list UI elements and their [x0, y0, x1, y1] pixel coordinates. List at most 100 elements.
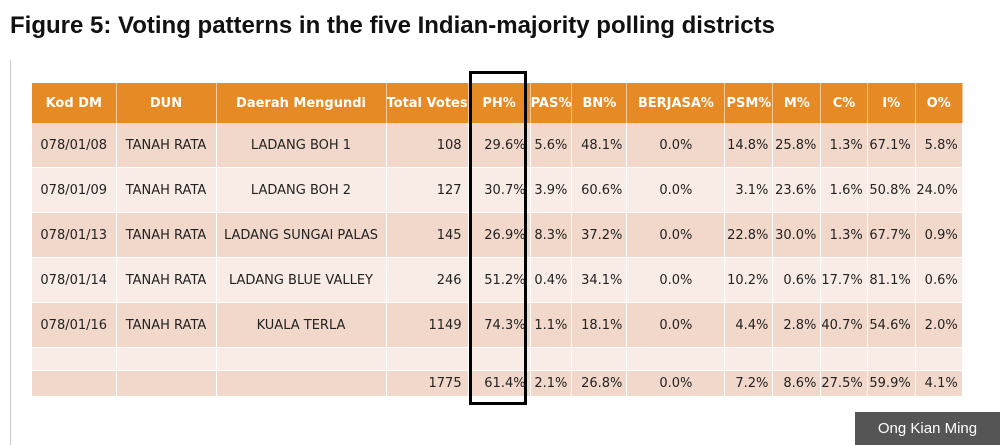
cell-i: 81.1%: [867, 257, 916, 303]
cell-total-votes: 108: [386, 123, 469, 168]
cell-ph: 51.2%: [468, 257, 531, 303]
header-daerah-mengundi: Daerah Mengundi: [216, 83, 387, 123]
cell-daerah: KUALA TERLA: [216, 302, 387, 348]
cell-kod-dm: 078/01/08: [32, 123, 117, 168]
cell-o: 0.6%: [915, 257, 963, 303]
header-dun: DUN: [116, 83, 217, 123]
cell-c: 1.6%: [820, 167, 868, 213]
cell-pas: 0.4%: [530, 257, 573, 303]
cell-bn: 37.2%: [571, 212, 628, 258]
cell-total-votes: 1149: [386, 302, 469, 348]
cell-o: 24.0%: [915, 167, 963, 213]
cell-m: 8.6%: [772, 370, 822, 397]
cell-bn: 48.1%: [571, 123, 628, 168]
cell-pas: 8.3%: [530, 212, 573, 258]
cell-bn: 60.6%: [571, 167, 628, 213]
cell-dun: TANAH RATA: [116, 123, 217, 168]
cell-c: 27.5%: [820, 370, 868, 397]
cell-daerah: LADANG BOH 2: [216, 167, 387, 213]
cell-m: 25.8%: [772, 123, 822, 168]
cell-pas: 1.1%: [530, 302, 573, 348]
cell-total-votes: 145: [386, 212, 469, 258]
header-pas: PAS%: [530, 83, 573, 123]
cell-m: 2.8%: [772, 302, 822, 348]
cell-o: 4.1%: [915, 370, 963, 397]
cell-berjasa: 0.0%: [626, 167, 726, 213]
cell-psm: 14.8%: [724, 123, 774, 168]
header-ph: PH%: [468, 83, 531, 123]
cell-c: 1.3%: [820, 123, 868, 168]
cell-total-votes: 246: [386, 257, 469, 303]
table-row: 078/01/14 TANAH RATA LADANG BLUE VALLEY …: [32, 257, 963, 303]
table-row: 078/01/16 TANAH RATA KUALA TERLA 1149 74…: [32, 302, 963, 348]
header-bn: BN%: [571, 83, 628, 123]
table-header-row: Kod DM DUN Daerah Mengundi Total Votes P…: [32, 83, 963, 123]
page-title: Figure 5: Voting patterns in the five In…: [10, 12, 775, 39]
cell-berjasa: 0.0%: [626, 257, 726, 303]
cell-i: 50.8%: [867, 167, 916, 213]
cell-bn: 34.1%: [571, 257, 628, 303]
cell-i: 59.9%: [867, 370, 916, 397]
cell-ph: 30.7%: [468, 167, 531, 213]
cell-daerah: LADANG BLUE VALLEY: [216, 257, 387, 303]
cell-ph: 29.6%: [468, 123, 531, 168]
cell-total-votes: 127: [386, 167, 469, 213]
cell-ph: 61.4%: [468, 370, 531, 397]
cell-kod-dm: 078/01/16: [32, 302, 117, 348]
cell-kod-dm: 078/01/14: [32, 257, 117, 303]
cell-c: 40.7%: [820, 302, 868, 348]
author-credit-badge: Ong Kian Ming: [855, 412, 1000, 445]
cell-dun: [116, 370, 217, 397]
cell-kod-dm: 078/01/13: [32, 212, 117, 258]
cell-c: 1.3%: [820, 212, 868, 258]
cell-psm: 22.8%: [724, 212, 774, 258]
cell-o: 2.0%: [915, 302, 963, 348]
header-psm: PSM%: [724, 83, 774, 123]
spacer-row: [32, 347, 963, 371]
cell-berjasa: 0.0%: [626, 370, 726, 397]
cell-berjasa: 0.0%: [626, 302, 726, 348]
cell-dun: TANAH RATA: [116, 167, 217, 213]
cell-bn: 26.8%: [571, 370, 628, 397]
cell-berjasa: 0.0%: [626, 123, 726, 168]
cell-dun: TANAH RATA: [116, 212, 217, 258]
cell-o: 5.8%: [915, 123, 963, 168]
cell-total-votes: 1775: [386, 370, 469, 397]
total-row: 1775 61.4% 2.1% 26.8% 0.0% 7.2% 8.6% 27.…: [32, 370, 963, 397]
cell-m: 23.6%: [772, 167, 822, 213]
header-o: O%: [915, 83, 963, 123]
table-row: 078/01/08 TANAH RATA LADANG BOH 1 108 29…: [32, 123, 963, 168]
cell-m: 30.0%: [772, 212, 822, 258]
header-berjasa: BERJASA%: [626, 83, 726, 123]
header-total-votes: Total Votes: [386, 83, 469, 123]
cell-daerah: LADANG BOH 1: [216, 123, 387, 168]
cell-i: 67.7%: [867, 212, 916, 258]
cell-psm: 3.1%: [724, 167, 774, 213]
table-row: 078/01/09 TANAH RATA LADANG BOH 2 127 30…: [32, 167, 963, 213]
cell-i: 67.1%: [867, 123, 916, 168]
cell-pas: 2.1%: [530, 370, 573, 397]
cell-ph: 26.9%: [468, 212, 531, 258]
cell-kod-dm: 078/01/09: [32, 167, 117, 213]
header-c: C%: [820, 83, 868, 123]
cell-c: 17.7%: [820, 257, 868, 303]
cell-dun: TANAH RATA: [116, 257, 217, 303]
header-m: M%: [772, 83, 822, 123]
cell-daerah: [216, 370, 387, 397]
cell-pas: 5.6%: [530, 123, 573, 168]
cell-psm: 10.2%: [724, 257, 774, 303]
cell-m: 0.6%: [772, 257, 822, 303]
cell-pas: 3.9%: [530, 167, 573, 213]
cell-daerah: LADANG SUNGAI PALAS: [216, 212, 387, 258]
left-divider: [10, 60, 11, 445]
table-row: 078/01/13 TANAH RATA LADANG SUNGAI PALAS…: [32, 212, 963, 258]
cell-berjasa: 0.0%: [626, 212, 726, 258]
header-kod-dm: Kod DM: [32, 83, 117, 123]
voting-table: Kod DM DUN Daerah Mengundi Total Votes P…: [32, 83, 963, 397]
cell-i: 54.6%: [867, 302, 916, 348]
cell-bn: 18.1%: [571, 302, 628, 348]
header-i: I%: [867, 83, 916, 123]
cell-ph: 74.3%: [468, 302, 531, 348]
cell-dun: TANAH RATA: [116, 302, 217, 348]
cell-o: 0.9%: [915, 212, 963, 258]
